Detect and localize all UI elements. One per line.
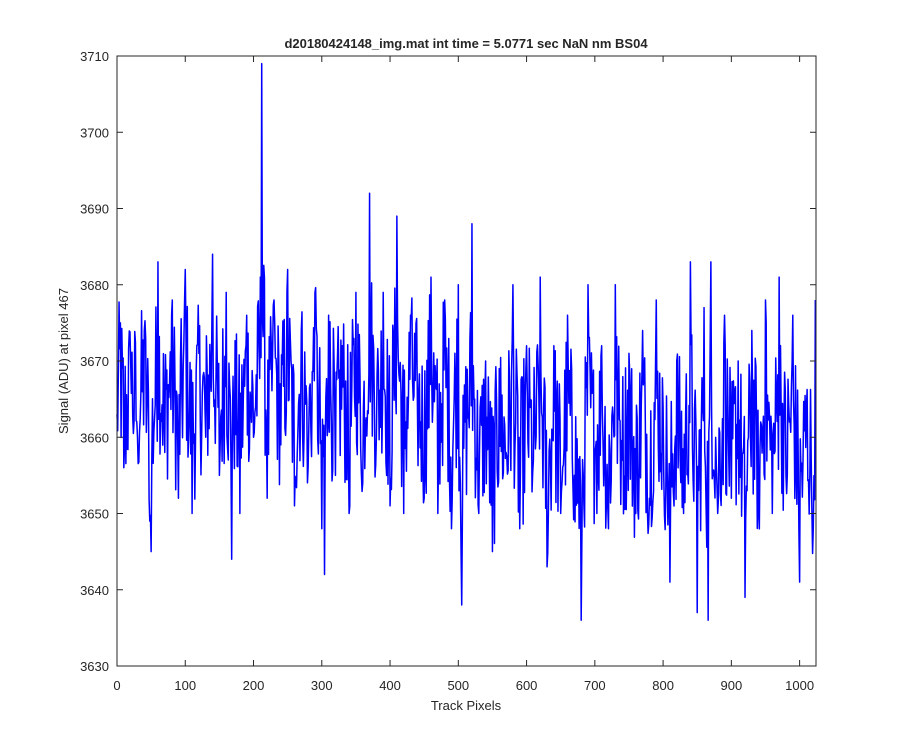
y-tick-label: 3710 [80,49,109,64]
y-tick-label: 3700 [80,125,109,140]
x-tick-label: 100 [174,678,196,693]
chart-title: d20180424148_img.mat int time = 5.0771 s… [284,36,648,51]
x-tick-label: 200 [243,678,265,693]
y-axis: 3630 3640 3650 3660 3670 3680 3690 3700 3710 [80,49,816,674]
x-tick-label: 300 [311,678,333,693]
x-tick-label: 700 [584,678,606,693]
x-tick-label: 900 [721,678,743,693]
signal-series-line [116,62,817,621]
y-tick-label: 3680 [80,278,109,293]
y-tick-label: 3670 [80,354,109,369]
y-tick-label: 3650 [80,507,109,522]
y-tick-label: 3630 [80,659,109,674]
x-tick-label: 400 [379,678,401,693]
x-tick-label: 0 [113,678,120,693]
y-tick-label: 3640 [80,583,109,598]
y-tick-label: 3660 [80,430,109,445]
y-axis-label: Signal (ADU) at pixel 467 [56,288,71,434]
x-tick-label: 600 [516,678,538,693]
x-axis: 0 100 200 300 400 500 600 700 800 900 1000 [113,56,814,693]
data-layer [116,62,817,621]
x-tick-label: 1000 [785,678,814,693]
x-tick-label: 500 [447,678,469,693]
x-tick-label: 800 [652,678,674,693]
plot-area [117,56,816,666]
y-tick-label: 3690 [80,202,109,217]
x-axis-label: Track Pixels [431,698,502,713]
